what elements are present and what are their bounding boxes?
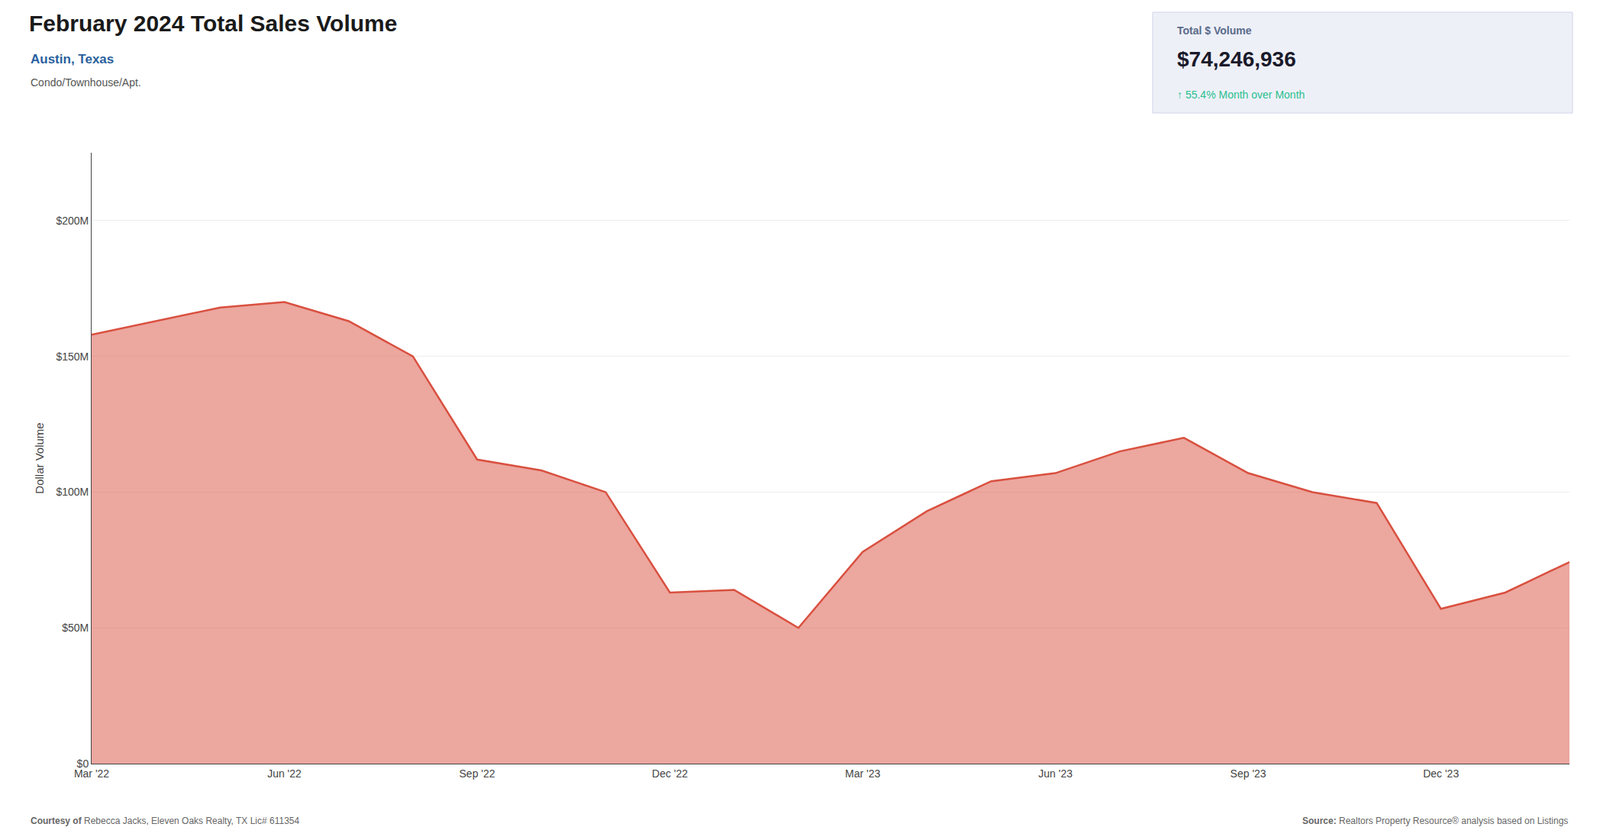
svg-text:Jun '23: Jun '23 <box>1038 767 1073 780</box>
svg-text:Condo/Townhouse/Apt.: Condo/Townhouse/Apt. <box>30 76 142 89</box>
svg-text:Dec '23: Dec '23 <box>1422 767 1459 780</box>
svg-text:Jun '22: Jun '22 <box>267 767 302 780</box>
svg-text:$50M: $50M <box>61 621 89 634</box>
svg-text:Courtesy of Rebecca Jacks, Ele: Courtesy of Rebecca Jacks, Eleven Oaks R… <box>30 815 300 826</box>
svg-text:$200M: $200M <box>55 214 89 227</box>
svg-text:Austin, Texas: Austin, Texas <box>30 51 114 67</box>
svg-text:$0: $0 <box>77 757 90 770</box>
svg-text:$74,246,936: $74,246,936 <box>1177 47 1297 71</box>
svg-text:Total $ Volume: Total $ Volume <box>1177 24 1252 37</box>
svg-text:Mar '22: Mar '22 <box>74 767 110 780</box>
svg-text:February 2024 Total Sales Volu: February 2024 Total Sales Volume <box>29 10 397 36</box>
svg-text:Source: Realtors Property Reso: Source: Realtors Property Resource® anal… <box>1302 815 1568 826</box>
svg-text:Mar '23: Mar '23 <box>845 767 881 780</box>
svg-text:Sep '23: Sep '23 <box>1230 767 1267 780</box>
svg-text:↑ 55.4% Month over Month: ↑ 55.4% Month over Month <box>1177 88 1305 101</box>
svg-text:$100M: $100M <box>55 485 89 498</box>
svg-text:Dec '22: Dec '22 <box>651 767 688 780</box>
svg-text:Dollar Volume: Dollar Volume <box>32 422 46 494</box>
svg-text:Sep '22: Sep '22 <box>459 767 496 780</box>
svg-text:$150M: $150M <box>55 350 89 363</box>
